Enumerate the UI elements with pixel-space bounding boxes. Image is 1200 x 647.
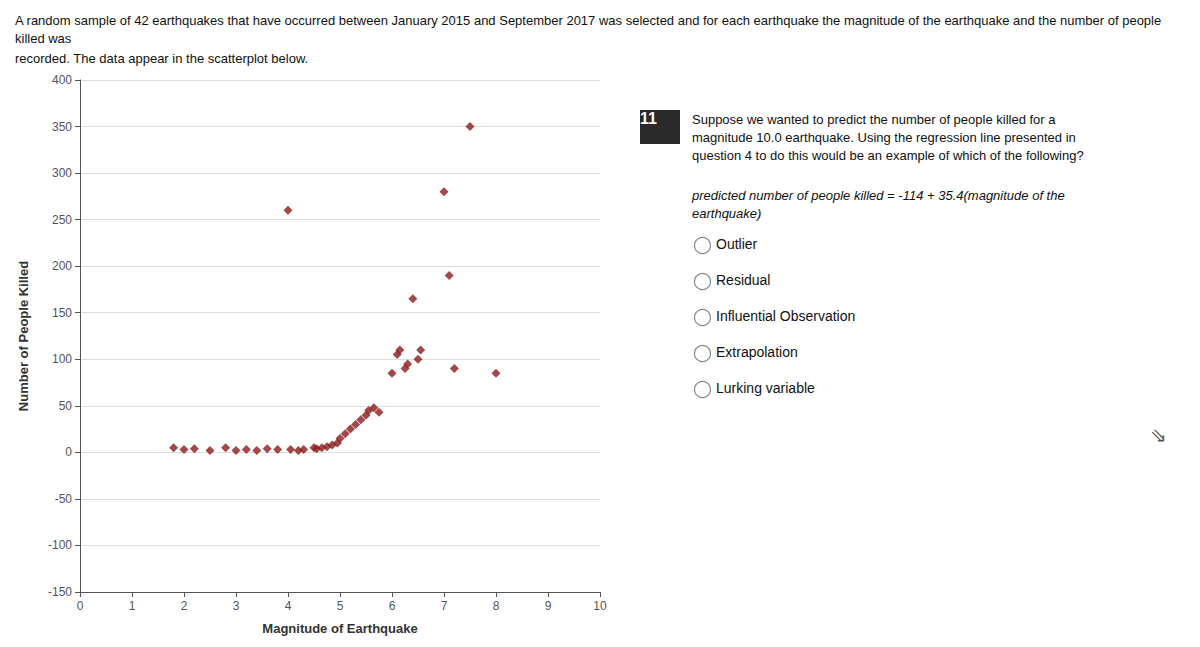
svg-text:⇘: ⇘ [1150,423,1167,447]
svg-text:300: 300 [52,166,72,180]
svg-text:5: 5 [337,599,344,613]
svg-text:A random sample of 42 earthqua: A random sample of 42 earthquakes that h… [15,13,1165,28]
svg-text:killed was: killed was [15,31,72,46]
svg-text:Magnitude of Earthquake: Magnitude of Earthquake [262,621,417,636]
svg-text:predicted number of people kil: predicted number of people killed = -114… [691,188,1068,203]
svg-text:Outlier: Outlier [716,236,758,252]
svg-text:100: 100 [52,352,72,366]
svg-text:10: 10 [593,599,607,613]
svg-text:earthquake): earthquake) [692,206,761,221]
svg-text:150: 150 [52,306,72,320]
svg-text:0: 0 [77,599,84,613]
svg-text:6: 6 [389,599,396,613]
svg-text:Influential Observation: Influential Observation [716,308,855,324]
svg-text:-50: -50 [55,492,73,506]
svg-text:3: 3 [233,599,240,613]
svg-text:400: 400 [52,73,72,87]
svg-text:250: 250 [52,213,72,227]
svg-text:8: 8 [493,599,500,613]
svg-text:200: 200 [52,259,72,273]
svg-text:2: 2 [181,599,188,613]
svg-text:4: 4 [285,599,292,613]
svg-text:-100: -100 [48,538,72,552]
svg-text:Residual: Residual [716,272,770,288]
svg-text:50: 50 [59,399,73,413]
svg-text:1: 1 [129,599,136,613]
svg-text:Suppose we wanted to predict t: Suppose we wanted to predict the number … [692,112,1059,127]
svg-text:9: 9 [545,599,552,613]
svg-text:Extrapolation: Extrapolation [716,344,798,360]
svg-text:7: 7 [441,599,448,613]
svg-text:11: 11 [640,110,657,127]
svg-text:-150: -150 [48,585,72,599]
svg-text:0: 0 [65,445,72,459]
svg-text:magnitude 10.0 earthquake. Usi: magnitude 10.0 earthquake. Using the reg… [692,130,1079,145]
svg-text:Lurking variable: Lurking variable [716,380,815,396]
svg-text:question 4 to do this would be: question 4 to do this would be an exampl… [692,148,1084,163]
svg-text:Number of People Killed: Number of People Killed [16,261,31,411]
svg-text:350: 350 [52,120,72,134]
svg-text:recorded. The data appear in t: recorded. The data appear in the scatter… [15,51,308,66]
